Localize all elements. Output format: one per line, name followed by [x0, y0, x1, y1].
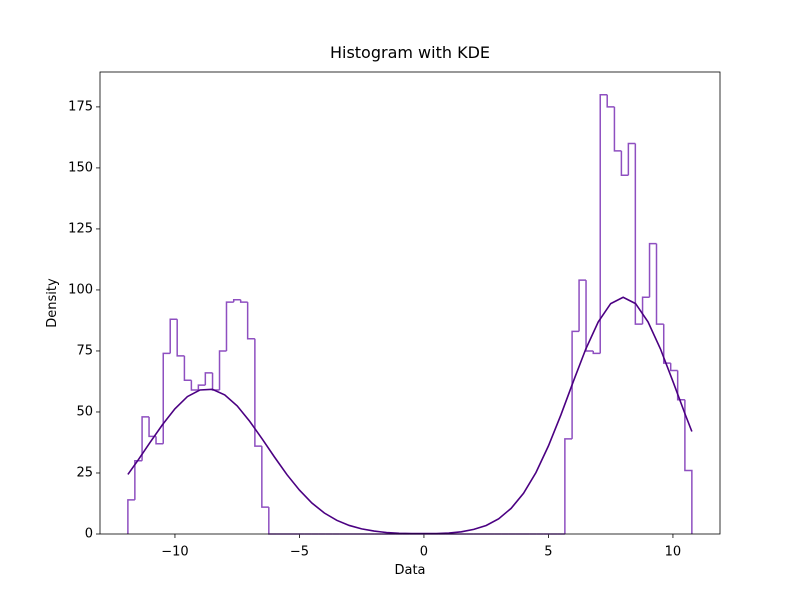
y-tick-label: 100	[68, 282, 93, 297]
y-tick-label: 175	[68, 99, 93, 114]
x-tick-label: 5	[544, 545, 552, 560]
x-axis-label: Data	[394, 563, 425, 578]
histogram-step	[606, 94, 615, 108]
x-tick-label: 10	[665, 545, 682, 560]
histogram-step	[627, 142, 636, 176]
x-tick-label: 0	[420, 545, 428, 560]
histogram-step	[662, 324, 671, 364]
histogram-step	[197, 384, 206, 391]
y-axis-label: Density	[45, 278, 60, 328]
histogram-step	[246, 302, 255, 340]
histogram-step	[669, 363, 678, 372]
histogram-step	[564, 438, 573, 534]
histogram-step	[599, 93, 608, 354]
x-tick-label: −5	[290, 545, 309, 560]
histogram-step	[190, 380, 199, 391]
histogram-step	[204, 372, 213, 386]
histogram-step	[218, 350, 227, 391]
histogram-step	[585, 280, 594, 352]
x-tick-label: −10	[161, 545, 188, 560]
histogram-step	[239, 299, 248, 303]
y-tick-label: 50	[76, 404, 93, 419]
histogram-step	[620, 150, 629, 176]
y-tick-label: 0	[85, 527, 93, 542]
chart-title: Histogram with KDE	[330, 43, 490, 62]
y-tick-label: 150	[68, 160, 93, 175]
histogram-step	[571, 330, 580, 439]
histogram-step	[162, 352, 171, 444]
y-tick-label: 25	[76, 465, 93, 480]
y-tick-label: 75	[76, 343, 93, 358]
histogram-step	[155, 436, 164, 445]
histogram-step	[225, 301, 234, 351]
histogram-step	[183, 355, 192, 381]
histogram-step	[127, 499, 135, 534]
plot-frame	[99, 71, 721, 535]
y-tick-label: 125	[68, 221, 93, 236]
histogram-step	[141, 416, 150, 461]
histogram-step	[134, 460, 143, 500]
histogram-step	[261, 446, 269, 508]
histogram-step	[684, 399, 693, 534]
histogram-step	[232, 298, 241, 303]
histogram-step	[648, 242, 657, 298]
histogram-step	[176, 319, 185, 357]
histogram-step	[254, 338, 262, 447]
histogram-step	[676, 370, 685, 401]
histogram-step	[613, 106, 622, 152]
histogram-step	[592, 350, 601, 355]
histogram-step	[634, 143, 643, 325]
kde-line	[127, 296, 693, 535]
histogram-step	[655, 243, 664, 325]
histogram-step	[578, 279, 587, 332]
histogram-step	[169, 318, 178, 354]
